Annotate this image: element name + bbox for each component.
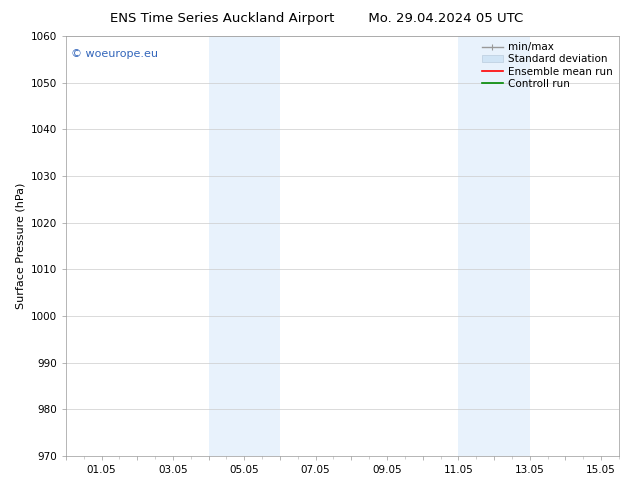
Bar — [209, 36, 280, 456]
Bar — [458, 36, 530, 456]
Y-axis label: Surface Pressure (hPa): Surface Pressure (hPa) — [15, 183, 25, 309]
Legend: min/max, Standard deviation, Ensemble mean run, Controll run: min/max, Standard deviation, Ensemble me… — [479, 39, 616, 92]
Text: ENS Time Series Auckland Airport        Mo. 29.04.2024 05 UTC: ENS Time Series Auckland Airport Mo. 29.… — [110, 12, 524, 25]
Text: © woeurope.eu: © woeurope.eu — [72, 49, 158, 59]
